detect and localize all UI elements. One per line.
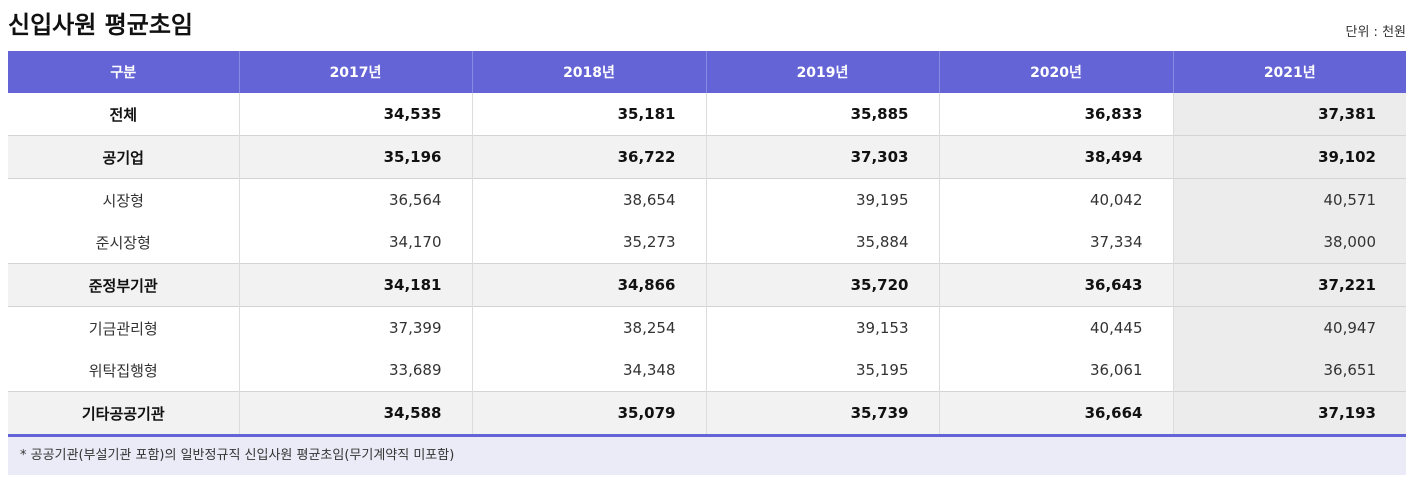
row-label: 기금관리형 — [8, 306, 239, 349]
cell-value: 36,564 — [238, 178, 472, 221]
table-row-quasi-market: 준시장형 34,170 35,273 35,884 37,334 38,000 — [8, 221, 1406, 264]
cell-value: 35,884 — [705, 221, 939, 264]
cell-value: 36,061 — [938, 349, 1173, 392]
row-label: 위탁집행형 — [88, 361, 158, 380]
cell-value: 34,588 — [238, 391, 472, 437]
row-label: 전체 — [109, 105, 138, 124]
cell-value: 36,664 — [938, 391, 1173, 437]
cell-value: 36,643 — [938, 263, 1173, 307]
cell-value: 38,654 — [471, 178, 706, 221]
cell-value: 37,399 — [238, 306, 472, 349]
column-header-2020: 2020년 — [938, 51, 1173, 93]
table-row-consignment: 위탁집행형 33,689 34,348 35,195 36,061 36,651 — [8, 349, 1406, 392]
cell-value: 39,102 — [1172, 135, 1406, 179]
row-label: 기타공공기관 — [8, 391, 239, 437]
table-row-total: 전체 34,535 35,181 35,885 36,833 37,381 — [8, 93, 1406, 136]
cell-value: 35,079 — [471, 391, 706, 437]
cell-value: 40,445 — [938, 306, 1173, 349]
cell-value: 36,722 — [471, 135, 706, 179]
cell-value: 34,866 — [471, 263, 706, 307]
cell-value: 34,181 — [238, 263, 472, 307]
page-title: 신입사원 평균초임 — [8, 11, 193, 39]
table-row-market: 시장형 36,564 38,654 39,195 40,042 40,571 — [8, 178, 1406, 221]
cell-value: 34,170 — [238, 221, 472, 264]
cell-value: 37,193 — [1172, 391, 1406, 437]
cell-value: 40,947 — [1172, 306, 1406, 349]
table-row-fund-management: 기금관리형 37,399 38,254 39,153 40,445 40,947 — [8, 306, 1406, 349]
cell-value: 35,195 — [705, 349, 939, 392]
cell-value: 35,739 — [705, 391, 939, 437]
cell-value: 35,885 — [705, 93, 939, 136]
cell-value: 39,153 — [705, 306, 939, 349]
table-row-other-public: 기타공공기관 34,588 35,079 35,739 36,664 37,19… — [8, 391, 1406, 437]
cell-value: 37,303 — [705, 135, 939, 179]
column-header-2019: 2019년 — [705, 51, 939, 93]
cell-value: 40,042 — [938, 178, 1173, 221]
cell-value: 35,181 — [471, 93, 706, 136]
table-header-row: 구분 2017년 2018년 2019년 2020년 2021년 — [8, 51, 1406, 93]
cell-value: 40,571 — [1172, 178, 1406, 221]
cell-value: 34,535 — [238, 93, 472, 136]
salary-table: 구분 2017년 2018년 2019년 2020년 2021년 전체 34,5… — [8, 51, 1406, 437]
cell-value: 35,196 — [238, 135, 472, 179]
column-header-2018: 2018년 — [471, 51, 706, 93]
row-label: 준시장형 — [95, 233, 151, 252]
footnote: * 공공기관(부설기관 포함)의 일반정규직 신입사원 평균초임(무기계약직 미… — [8, 437, 1406, 475]
cell-value: 38,000 — [1172, 221, 1406, 264]
unit-label: 단위 : 천원 — [1345, 25, 1407, 40]
cell-value: 38,494 — [938, 135, 1173, 179]
row-label: 시장형 — [8, 178, 239, 221]
row-label: 준정부기관 — [8, 263, 239, 307]
cell-value: 37,381 — [1172, 93, 1406, 136]
row-label: 공기업 — [8, 135, 239, 179]
cell-value: 37,334 — [938, 221, 1173, 264]
cell-value: 39,195 — [705, 178, 939, 221]
table-row-quasi-government: 준정부기관 34,181 34,866 35,720 36,643 37,221 — [8, 263, 1406, 307]
cell-value: 35,720 — [705, 263, 939, 307]
table-row-public-enterprise: 공기업 35,196 36,722 37,303 38,494 39,102 — [8, 135, 1406, 179]
column-header-2021: 2021년 — [1172, 51, 1406, 93]
cell-value: 36,651 — [1172, 349, 1406, 392]
cell-value: 35,273 — [471, 221, 706, 264]
cell-value: 33,689 — [238, 349, 472, 392]
cell-value: 37,221 — [1172, 263, 1406, 307]
column-header-category: 구분 — [8, 51, 239, 93]
column-header-2017: 2017년 — [238, 51, 472, 93]
cell-value: 36,833 — [938, 93, 1173, 136]
cell-value: 34,348 — [471, 349, 706, 392]
cell-value: 38,254 — [471, 306, 706, 349]
